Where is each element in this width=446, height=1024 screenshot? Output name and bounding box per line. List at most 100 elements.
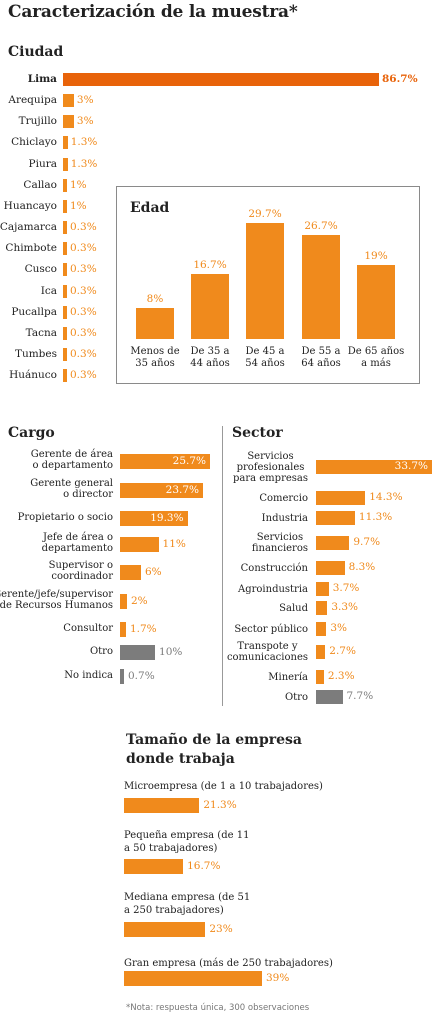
bar-label: Huancayo — [3, 199, 57, 212]
bar-label: Chimbote — [5, 242, 57, 255]
data-label: 3% — [76, 115, 94, 128]
bar-label: Industria — [261, 512, 308, 524]
bar — [316, 622, 327, 636]
section-divider — [222, 426, 223, 706]
bar-label: Gerente general o director — [30, 478, 113, 500]
bar-label: Cajamarca — [0, 221, 57, 234]
bar — [357, 264, 395, 339]
tick-label: De 65 años a más — [347, 346, 405, 369]
data-label: 19.3% — [150, 512, 184, 524]
data-label: 1.7% — [129, 623, 157, 635]
bar-label: Piura — [28, 157, 57, 170]
data-label: 3% — [330, 622, 347, 634]
bar — [63, 221, 67, 235]
bar — [316, 536, 350, 550]
bar — [63, 284, 67, 298]
data-label: 25.7% — [172, 455, 206, 467]
data-label: 23.7% — [165, 484, 199, 496]
tick-label: De 35 a 44 años — [190, 346, 230, 369]
bar — [63, 326, 67, 340]
bar — [120, 622, 126, 637]
chart-title: Cargo — [8, 425, 55, 441]
bar-label: Servicios financieros — [251, 532, 308, 554]
bar — [316, 690, 343, 704]
bar — [124, 859, 184, 874]
data-label: 11.3% — [358, 511, 393, 523]
tick-label: De 55 a 64 años — [301, 346, 341, 369]
chart-title: Sector — [232, 425, 283, 441]
data-label: 16.7% — [187, 860, 221, 872]
bar-label: Salud — [279, 602, 308, 614]
data-label: 21.3% — [203, 799, 237, 811]
bar-label: Supervisor o coordinador — [48, 560, 113, 582]
page-title: Caracterización de la muestra* — [8, 2, 298, 22]
bar — [316, 511, 355, 525]
bar-label: Consultor — [63, 623, 113, 634]
data-label: 2.3% — [327, 670, 355, 682]
tick-label: De 45 a 54 años — [245, 346, 285, 369]
data-label: 0.3% — [70, 369, 97, 382]
data-label: 3% — [76, 94, 94, 107]
bar-label: Construcción — [240, 562, 308, 574]
bar-label: Trujillo — [18, 115, 57, 128]
bar — [120, 594, 127, 609]
bar — [120, 511, 188, 526]
bar-label: Agroindustria — [238, 583, 308, 595]
bar-label: Gran empresa (más de 250 trabajadores) — [124, 958, 333, 969]
bar — [316, 670, 324, 684]
data-label: 39% — [266, 972, 290, 984]
bar-label: Pequeña empresa (de 11 a 50 trabajadores) — [124, 830, 250, 854]
bar-label: Lima — [27, 73, 57, 85]
bar-label: No indica — [64, 670, 113, 681]
data-label: 0.7% — [128, 670, 155, 682]
bar-label: Gerente/jefe/supervisor de Recursos Human… — [0, 589, 113, 611]
data-label: 11% — [162, 538, 186, 550]
bar — [63, 347, 67, 361]
bar-label: Otro — [89, 646, 113, 657]
bar — [246, 223, 284, 339]
bar-label: Tumbes — [14, 347, 57, 360]
bar — [120, 645, 156, 660]
data-label: 9.7% — [353, 536, 381, 548]
bar — [120, 483, 203, 498]
bar — [120, 454, 210, 469]
data-label: 0.3% — [70, 221, 97, 234]
bar — [63, 263, 67, 277]
data-label: 1% — [70, 199, 87, 212]
bar — [63, 178, 67, 192]
bar — [316, 645, 326, 659]
data-label: 3.3% — [331, 601, 359, 613]
bar-label: Gerente de área o departamento — [30, 449, 113, 471]
bar — [191, 273, 229, 339]
data-label: 3.7% — [332, 582, 360, 594]
bar — [316, 582, 329, 596]
data-label: 0.3% — [70, 305, 97, 318]
data-label: 19% — [364, 249, 388, 262]
bar-label: Pucallpa — [11, 305, 57, 318]
bar — [302, 234, 340, 339]
bar-label: Minería — [268, 671, 308, 683]
bar — [63, 199, 67, 213]
bar-label: Tacna — [25, 326, 57, 339]
bar-label: Callao — [23, 178, 57, 191]
bar-label: Arequipa — [8, 94, 57, 107]
bar — [316, 561, 345, 575]
bar — [63, 115, 74, 129]
bar-label: Comercio — [259, 492, 308, 504]
bar-label: Cusco — [24, 263, 57, 276]
data-label: 8.3% — [348, 561, 376, 573]
data-label: 10% — [159, 646, 183, 658]
bar-label: Servicios profesionales para empresas — [232, 450, 308, 484]
data-label: 86.7% — [382, 73, 418, 85]
data-label: 0.3% — [70, 242, 97, 255]
bar — [316, 460, 432, 474]
bar — [136, 307, 174, 339]
bar — [124, 798, 200, 813]
bar-label: Huánuco — [9, 369, 57, 382]
bar-label: Chiclayo — [11, 136, 57, 149]
chart-title: Ciudad — [8, 44, 64, 60]
data-label: 1.3% — [70, 136, 98, 149]
data-label: 0.3% — [70, 326, 97, 339]
data-label: 7.7% — [346, 690, 374, 702]
data-label: 14.3% — [369, 491, 403, 503]
